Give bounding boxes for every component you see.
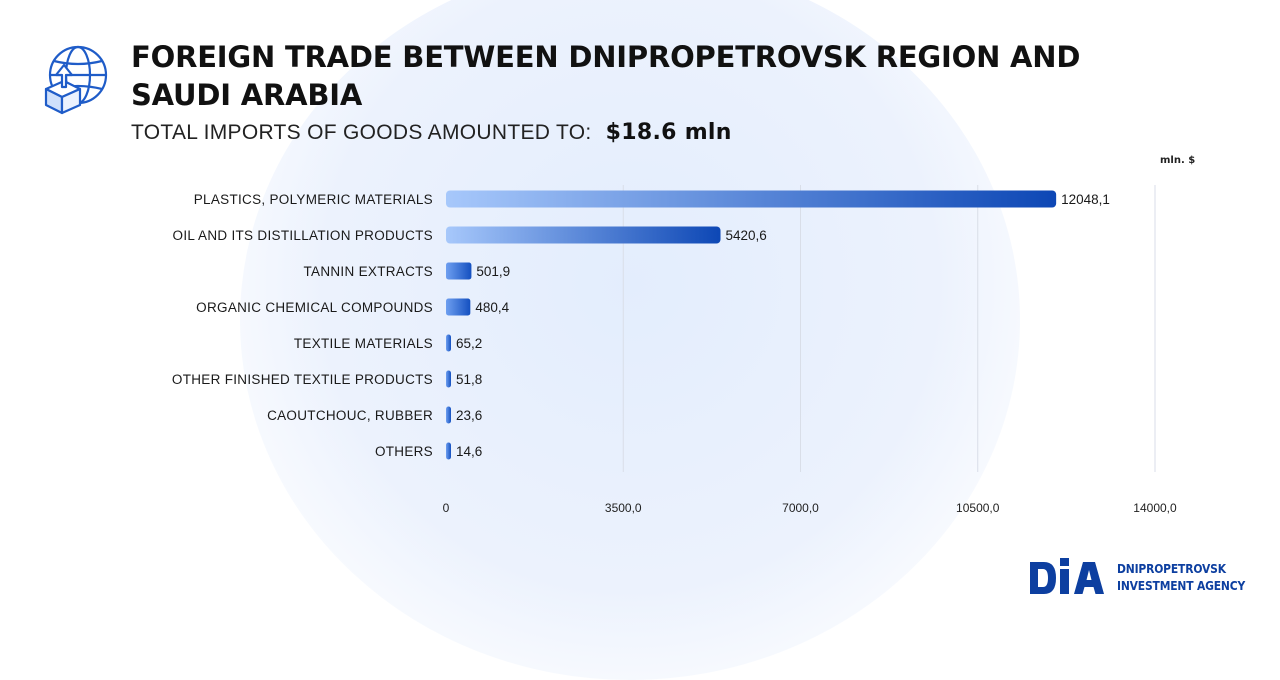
- x-tick-label: 3500,0: [605, 501, 642, 515]
- value-label: 14,6: [456, 444, 482, 459]
- category-label: OTHER FINISHED TEXTILE PRODUCTS: [172, 372, 433, 387]
- subtitle: TOTAL IMPORTS OF GOODS AMOUNTED TO: $18.…: [131, 120, 732, 145]
- subtitle-label: TOTAL IMPORTS OF GOODS AMOUNTED TO:: [131, 121, 592, 144]
- x-tick-label: 0: [443, 501, 450, 515]
- x-tick-label: 14000,0: [1133, 501, 1177, 515]
- bar: [446, 190, 1057, 208]
- page-title: FOREIGN TRADE BETWEEN DNIPROPETROVSK REG…: [131, 40, 1081, 112]
- category-label: ORGANIC CHEMICAL COMPOUNDS: [196, 300, 433, 315]
- value-label: 51,8: [456, 372, 482, 387]
- value-label: 5420,6: [726, 228, 767, 243]
- logo-line-2: INVESTMENT AGENCY: [1117, 578, 1246, 593]
- logo-text: DNIPROPETROVSK INVESTMENT AGENCY: [1117, 560, 1245, 594]
- value-label: 501,9: [476, 264, 510, 279]
- bar: [446, 226, 721, 244]
- category-label: PLASTICS, POLYMERIC MATERIALS: [194, 192, 433, 207]
- x-tick-label: 10500,0: [956, 501, 1000, 515]
- category-label: OTHERS: [375, 444, 433, 459]
- globe-upload-icon: [44, 45, 108, 115]
- category-label: CAOUTCHOUC, RUBBER: [267, 408, 433, 423]
- category-label: TANNIN EXTRACTS: [303, 264, 433, 279]
- bar: [446, 442, 451, 460]
- bar: [446, 334, 451, 352]
- category-label: OIL AND ITS DISTILLATION PRODUCTS: [173, 228, 433, 243]
- total-imports-value: $18.6 mln: [605, 120, 732, 145]
- bar: [446, 406, 451, 424]
- category-label: TEXTILE MATERIALS: [294, 336, 433, 351]
- unit-label: mln. $: [1160, 155, 1196, 166]
- bar: [446, 262, 472, 280]
- value-label: 23,6: [456, 408, 482, 423]
- dia-logo: [1030, 558, 1104, 594]
- x-tick-label: 7000,0: [782, 501, 819, 515]
- bar: [446, 298, 471, 316]
- logo-line-1: DNIPROPETROVSK: [1117, 561, 1226, 576]
- bar-chart: PLASTICS, POLYMERIC MATERIALS 12048,1 OIL …: [172, 185, 1177, 515]
- bar: [446, 370, 451, 388]
- background-glow: [240, 0, 1020, 680]
- value-label: 12048,1: [1061, 192, 1110, 207]
- value-label: 65,2: [456, 336, 482, 351]
- value-label: 480,4: [475, 300, 509, 315]
